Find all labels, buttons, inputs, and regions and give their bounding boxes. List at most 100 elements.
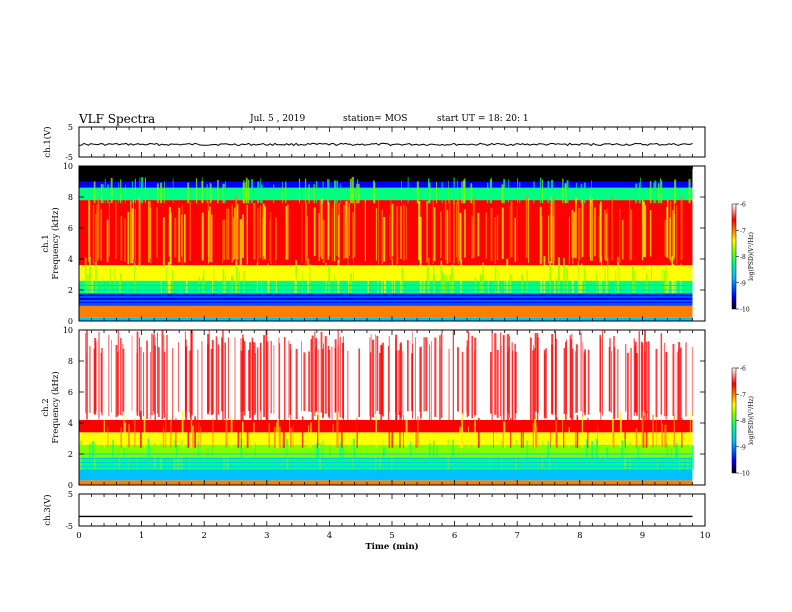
ch2-spectrogram-streak: [666, 443, 668, 470]
ch2-spectrogram-streak: [160, 443, 163, 470]
ch2-spectrogram-streak: [652, 414, 654, 448]
ch2-spectrogram-ytick-label: 2: [68, 450, 73, 459]
ch1-spectrogram-streak: [269, 219, 271, 262]
ch2-spectrogram-streak: [288, 340, 290, 418]
ch1-spectrogram-streak: [433, 273, 436, 294]
ch2-spectrogram-streak: [276, 422, 277, 448]
ch2-spectrogram-streak: [319, 443, 321, 470]
ch1-spectrogram-streak: [674, 179, 677, 204]
ch1-spectrogram-streak: [451, 267, 454, 294]
ch1-spectrogram-streak: [336, 180, 338, 204]
ch2-spectrogram-streak: [289, 343, 292, 415]
ch1-spectrogram-streak: [337, 259, 340, 294]
ch1-spectrogram-streak: [542, 179, 544, 204]
ch2-spectrogram-streak: [493, 420, 494, 448]
ch1-spectrogram-streak: [162, 217, 165, 265]
start-time-label: start UT = 18: 20: 1: [437, 114, 529, 124]
ch2-spectrogram-streak: [223, 444, 225, 470]
ch2-spectrogram-streak: [544, 353, 546, 417]
ch3-waveform-ylabel: ch.3(V): [42, 494, 53, 525]
ch2-spectrogram-streak: [249, 342, 251, 419]
ch1-spectrogram-streak: [86, 274, 89, 294]
ch2-spectrogram-streak: [197, 349, 199, 420]
ch2-spectrogram-streak: [157, 332, 158, 414]
ch1-waveform-ytick-label: -5: [65, 153, 73, 162]
ch2-spectrogram-streak: [234, 337, 236, 423]
ch1-spectrogram-streak: [460, 259, 463, 294]
ch1-spectrogram-streak: [599, 203, 602, 263]
ch2-spectrogram-streak: [565, 339, 567, 414]
ch2-spectrogram-streak: [266, 341, 269, 421]
ch1-spectrogram-streak: [222, 268, 224, 294]
ch2-spectrogram-streak: [692, 445, 694, 470]
ch2-spectrogram-streak: [575, 344, 578, 413]
ch2-spectrogram-streak: [176, 445, 179, 470]
ch1-spectrogram-streak: [340, 183, 342, 204]
ch2-spectrogram-ytick-label: 0: [68, 481, 73, 490]
x-tick-label: 4: [327, 531, 332, 541]
ch1-spectrogram-streak: [400, 205, 402, 259]
ch2-spectrogram-streak: [253, 422, 255, 448]
ch1-spectrogram-streak: [457, 180, 458, 204]
ch2-spectrogram-streak: [380, 345, 383, 415]
ch1-spectrogram-streak: [353, 219, 354, 265]
ch2-spectrogram-streak: [328, 349, 331, 419]
ch2-spectrogram-streak: [200, 427, 202, 448]
ch2-spectrogram-streak: [388, 346, 390, 421]
ch1-spectrogram-streak: [428, 257, 430, 294]
ch1-spectrogram-streak: [333, 202, 336, 262]
ch1-spectrogram-streak: [248, 179, 250, 204]
ch1-spectrogram-ylabel-text: Frequency (kHz): [50, 207, 61, 279]
x-tick-label: 3: [264, 531, 269, 541]
ch1-spectrogram-streak: [222, 184, 224, 204]
ch2-spectrogram-streak: [503, 421, 506, 448]
ch1-spectrogram-streak: [235, 195, 238, 265]
ch1-spectrogram-streak: [494, 217, 496, 264]
ch2-spectrogram-streak: [548, 441, 550, 470]
ch1-spectrogram-streak: [599, 266, 601, 294]
ch1-spectrogram-streak: [261, 274, 262, 294]
ch1-spectrogram-streak: [251, 179, 253, 204]
ch2-spectrogram-streak: [411, 353, 414, 411]
ch2-spectrogram-streak: [154, 345, 156, 422]
ch3-waveform-ytick-label: -5: [65, 522, 73, 531]
ch1-spectrogram-streak: [253, 203, 256, 260]
ch2-spectrogram-streak: [342, 446, 344, 470]
ch1-spectrogram-streak: [231, 204, 233, 263]
ch1-spectrogram-streak: [336, 203, 338, 256]
ch2-spectrogram-streak: [500, 332, 502, 417]
ch2-spectrogram-streak: [301, 416, 304, 448]
ch1-spectrogram-streak: [304, 178, 307, 204]
ch1-spectrogram-streak: [338, 215, 340, 258]
ch1-spectrogram-streak: [504, 274, 506, 294]
ch2-spectrogram-streak: [503, 334, 505, 416]
ch2-spectrogram-streak: [501, 440, 503, 470]
ch1-spectrogram-streak: [589, 195, 591, 258]
ch2-spectrogram-streak: [656, 445, 659, 470]
ch2-spectrogram-streak: [407, 340, 409, 412]
x-tick-label: 8: [577, 531, 582, 541]
ch2-spectrogram-streak: [547, 440, 549, 470]
ch1-spectrogram-streak: [208, 210, 209, 264]
ch1-spectrogram-streak: [322, 181, 324, 204]
ch1-spectrogram-streak: [654, 180, 657, 204]
ch2-spectrogram-colorbar-tick-label: -7: [740, 392, 746, 399]
ch1-spectrogram-streak: [313, 207, 316, 256]
ch2-spectrogram-streak: [439, 347, 441, 419]
ch1-spectrogram-streak: [139, 177, 141, 204]
ch1-spectrogram-streak: [222, 183, 225, 204]
ch2-spectrogram-streak: [117, 330, 119, 415]
ch2-spectrogram-streak: [311, 335, 314, 423]
ch1-spectrogram-band: [79, 166, 693, 182]
ch1-spectrogram-streak: [643, 201, 645, 257]
ch1-spectrogram-streak: [298, 178, 301, 204]
ch1-spectrogram-streak: [95, 214, 97, 261]
ch1-spectrogram-streak: [367, 273, 369, 294]
ch1-spectrogram-streak: [334, 180, 337, 204]
ch2-spectrogram-streak: [405, 420, 408, 448]
ch1-spectrogram-streak: [653, 182, 655, 204]
ch1-spectrogram-streak: [629, 196, 631, 261]
ch1-spectrogram-streak: [615, 271, 617, 294]
ch1-spectrogram-streak: [673, 199, 675, 261]
ch1-spectrogram-streak: [318, 213, 320, 262]
